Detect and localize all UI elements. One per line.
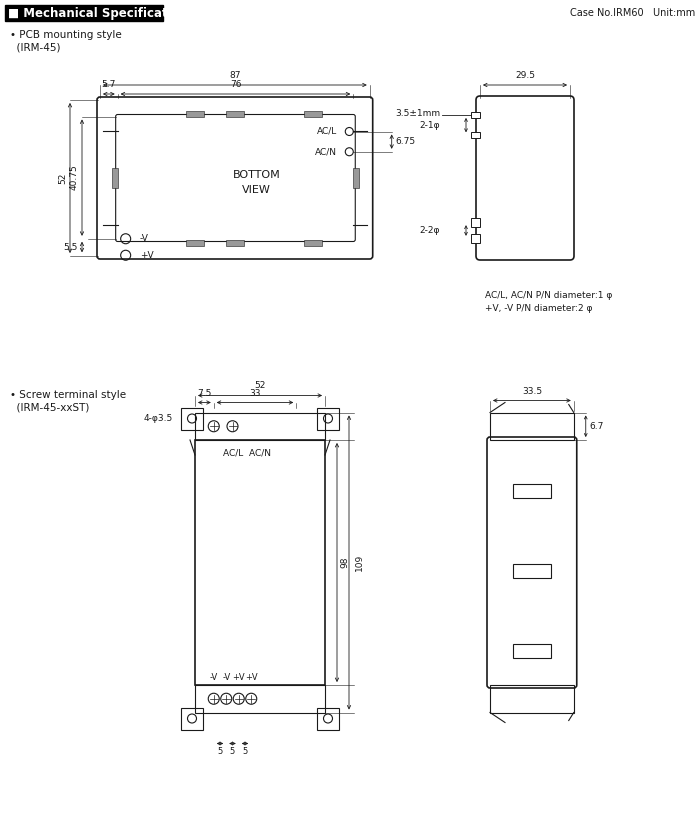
- Text: 5: 5: [242, 748, 248, 757]
- Text: 98: 98: [340, 557, 349, 568]
- Bar: [317, 708, 339, 729]
- Text: ■ Mechanical Specification: ■ Mechanical Specification: [8, 7, 188, 20]
- Text: BOTTOM: BOTTOM: [232, 170, 280, 180]
- Bar: [186, 240, 204, 245]
- Text: AC/L: AC/L: [317, 127, 337, 136]
- Text: 109: 109: [354, 554, 363, 571]
- Bar: [514, 564, 551, 578]
- Text: 76: 76: [230, 80, 242, 89]
- Text: AC/N: AC/N: [315, 147, 337, 156]
- Text: • Screw terminal style: • Screw terminal style: [10, 390, 126, 400]
- Text: -V: -V: [222, 673, 230, 682]
- Bar: [227, 111, 244, 116]
- Bar: [5, 5, 163, 21]
- Bar: [227, 240, 244, 245]
- Text: 5.5: 5.5: [64, 243, 78, 251]
- Text: (IRM-45-xxST): (IRM-45-xxST): [10, 402, 90, 412]
- Bar: [181, 708, 203, 729]
- Bar: [354, 168, 359, 188]
- Text: 6.75: 6.75: [395, 137, 416, 146]
- Text: 52: 52: [254, 382, 266, 391]
- Text: 5: 5: [218, 748, 223, 757]
- Bar: [471, 132, 480, 138]
- Bar: [471, 112, 480, 118]
- Text: 6.7: 6.7: [589, 422, 604, 430]
- Bar: [112, 168, 118, 188]
- Bar: [317, 407, 339, 430]
- Bar: [514, 644, 551, 657]
- Text: 33: 33: [249, 388, 260, 397]
- Text: 33.5: 33.5: [522, 387, 542, 396]
- Text: +V, -V P/N diameter:2 φ: +V, -V P/N diameter:2 φ: [485, 304, 592, 313]
- Text: AC/L  AC/N: AC/L AC/N: [223, 448, 271, 457]
- Bar: [186, 111, 204, 116]
- Text: 3.5±1mm: 3.5±1mm: [395, 108, 440, 117]
- Text: 2-2φ: 2-2φ: [419, 226, 440, 235]
- Text: 40.75: 40.75: [69, 164, 78, 191]
- Text: 7.5: 7.5: [197, 388, 211, 397]
- Text: 5.7: 5.7: [102, 80, 116, 89]
- Text: 4-φ3.5: 4-φ3.5: [144, 414, 173, 423]
- Text: AC/L, AC/N P/N diameter:1 φ: AC/L, AC/N P/N diameter:1 φ: [485, 291, 612, 300]
- Bar: [490, 412, 574, 440]
- Bar: [514, 484, 551, 498]
- Text: 29.5: 29.5: [515, 71, 535, 80]
- Text: +V: +V: [245, 673, 258, 682]
- Text: VIEW: VIEW: [242, 186, 271, 196]
- Text: 52: 52: [59, 173, 67, 183]
- Text: -V: -V: [140, 235, 148, 243]
- Text: +V: +V: [232, 673, 245, 682]
- Bar: [304, 111, 322, 116]
- Text: +V: +V: [140, 251, 153, 259]
- Bar: [195, 440, 325, 685]
- Bar: [195, 685, 325, 713]
- Text: 5: 5: [230, 748, 235, 757]
- Text: 2-1φ: 2-1φ: [419, 121, 440, 130]
- Bar: [304, 240, 322, 245]
- Text: 87: 87: [229, 71, 241, 80]
- Text: Case No.IRM60   Unit:mm: Case No.IRM60 Unit:mm: [570, 8, 695, 18]
- Bar: [471, 218, 480, 227]
- Bar: [181, 407, 203, 430]
- Text: • PCB mounting style: • PCB mounting style: [10, 30, 122, 40]
- Bar: [490, 685, 574, 713]
- Bar: [471, 235, 480, 243]
- Text: (IRM-45): (IRM-45): [10, 42, 60, 52]
- Bar: [195, 412, 325, 440]
- Text: -V: -V: [209, 673, 218, 682]
